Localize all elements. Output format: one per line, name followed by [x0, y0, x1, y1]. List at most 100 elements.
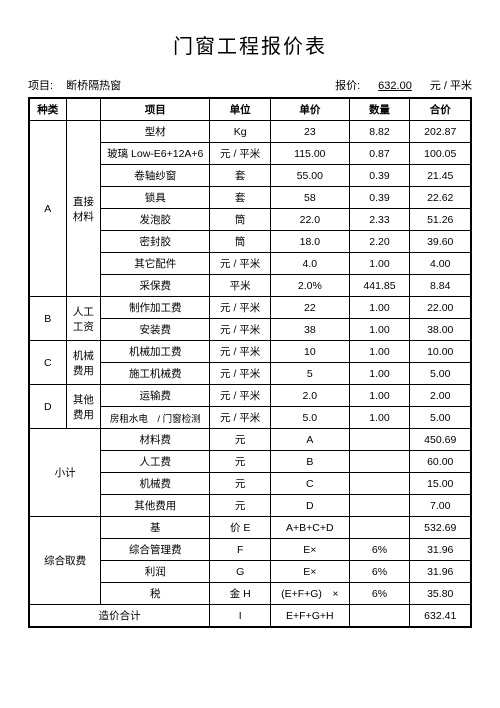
cell	[349, 451, 410, 473]
cell: 22.00	[410, 297, 471, 319]
cell: E×	[271, 561, 349, 583]
cell: 1.00	[349, 319, 410, 341]
cell: 1.00	[349, 407, 410, 429]
cell: 型材	[101, 121, 210, 143]
cell: 基	[101, 517, 210, 539]
cat-d: 其他费用	[66, 385, 101, 429]
header-row: 项目: 断桥隔热窗 报价: 632.00 元 / 平米	[28, 77, 472, 93]
cell: G	[210, 561, 271, 583]
cell: 元 / 平米	[210, 341, 271, 363]
cell: 35.80	[410, 583, 471, 605]
cell: 38	[271, 319, 349, 341]
cell: 元 / 平米	[210, 319, 271, 341]
th-cat-blank	[66, 98, 101, 121]
cell: 0.39	[349, 165, 410, 187]
cell: 综合管理费	[101, 539, 210, 561]
th-price: 单价	[271, 98, 349, 121]
cell: 22.62	[410, 187, 471, 209]
cell: Kg	[210, 121, 271, 143]
cell: 房租水电 / 门窗检测	[101, 407, 210, 429]
cell: 31.96	[410, 561, 471, 583]
cell: 441.85	[349, 275, 410, 297]
cell: 卷轴纱窗	[101, 165, 210, 187]
cell: 元 / 平米	[210, 385, 271, 407]
comp-label: 综合取费	[29, 517, 101, 605]
cell: 2.0	[271, 385, 349, 407]
cell: 51.26	[410, 209, 471, 231]
cell: 6%	[349, 561, 410, 583]
cell: 8.82	[349, 121, 410, 143]
cell: 18.0	[271, 231, 349, 253]
th-total: 合价	[410, 98, 471, 121]
cell: 0.87	[349, 143, 410, 165]
header-left: 项目: 断桥隔热窗	[28, 77, 335, 93]
cell: A+B+C+D	[271, 517, 349, 539]
cell: 元 / 平米	[210, 407, 271, 429]
th-item: 项目	[101, 98, 210, 121]
th-kind: 种类	[29, 98, 66, 121]
cell: 8.84	[410, 275, 471, 297]
cell	[349, 429, 410, 451]
row-a-0: A 直接材料 型材 Kg 23 8.82 202.87	[29, 121, 471, 143]
page-title: 门窗工程报价表	[28, 30, 472, 59]
kind-b: B	[29, 297, 66, 341]
cell: 4.0	[271, 253, 349, 275]
quote-table: 种类 项目 单位 单价 数量 合价 A 直接材料 型材 Kg 23 8.82 2…	[28, 97, 472, 628]
cell: I	[210, 605, 271, 628]
cell: 制作加工费	[101, 297, 210, 319]
cell: 安装费	[101, 319, 210, 341]
cell: 元 / 平米	[210, 143, 271, 165]
cell: 38.00	[410, 319, 471, 341]
cell: 1.00	[349, 341, 410, 363]
cell: 玻璃 Low-E6+12A+6	[101, 143, 210, 165]
cell: 2.00	[410, 385, 471, 407]
quote-value: 632.00	[374, 80, 416, 92]
cell: 利润	[101, 561, 210, 583]
cell: 100.05	[410, 143, 471, 165]
grand-label: 造价合计	[29, 605, 210, 628]
cell: 115.00	[271, 143, 349, 165]
cell: 筒	[210, 209, 271, 231]
cell: C	[271, 473, 349, 495]
cell: 元	[210, 451, 271, 473]
cell: 金 H	[210, 583, 271, 605]
row-c-0: C 机械费用 机械加工费元 / 平米101.0010.00	[29, 341, 471, 363]
kind-d: D	[29, 385, 66, 429]
cell: 筒	[210, 231, 271, 253]
cell: 元	[210, 495, 271, 517]
th-unit: 单位	[210, 98, 271, 121]
quote-page: 门窗工程报价表 项目: 断桥隔热窗 报价: 632.00 元 / 平米 种类 项…	[0, 0, 500, 648]
th-qty: 数量	[349, 98, 410, 121]
cell: 税	[101, 583, 210, 605]
cell: 机械费	[101, 473, 210, 495]
cat-b: 人工工资	[66, 297, 101, 341]
cell	[349, 473, 410, 495]
cell: 其它配件	[101, 253, 210, 275]
cell: 套	[210, 187, 271, 209]
cell: 21.45	[410, 165, 471, 187]
cell: A	[271, 429, 349, 451]
cell: 元 / 平米	[210, 363, 271, 385]
cell: 2.0%	[271, 275, 349, 297]
project-name: 断桥隔热窗	[66, 80, 121, 92]
cell: 39.60	[410, 231, 471, 253]
table-head: 种类 项目 单位 单价 数量 合价	[29, 98, 471, 121]
cell: 31.96	[410, 539, 471, 561]
cell: 5	[271, 363, 349, 385]
cell: 套	[210, 165, 271, 187]
subtotal-label: 小计	[29, 429, 101, 517]
row-b-0: B 人工工资 制作加工费元 / 平米221.0022.00	[29, 297, 471, 319]
cell: B	[271, 451, 349, 473]
cell: 60.00	[410, 451, 471, 473]
cell: 10.00	[410, 341, 471, 363]
cell: 22	[271, 297, 349, 319]
cell: 5.0	[271, 407, 349, 429]
cell: 7.00	[410, 495, 471, 517]
cell: 5.00	[410, 363, 471, 385]
cell: 锁具	[101, 187, 210, 209]
cell: 5.00	[410, 407, 471, 429]
cell: 450.69	[410, 429, 471, 451]
cell: 23	[271, 121, 349, 143]
cell: 其他费用	[101, 495, 210, 517]
cell: 6%	[349, 583, 410, 605]
